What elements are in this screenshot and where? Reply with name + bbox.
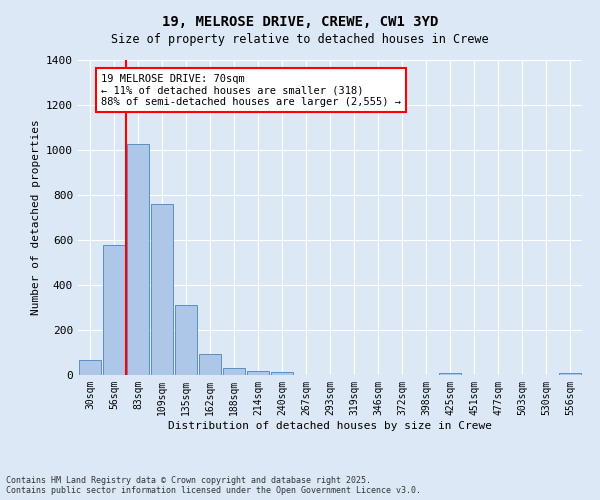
Bar <box>151 204 173 375</box>
Bar <box>223 368 245 375</box>
Text: 19 MELROSE DRIVE: 70sqm
← 11% of detached houses are smaller (318)
88% of semi-d: 19 MELROSE DRIVE: 70sqm ← 11% of detache… <box>101 74 401 106</box>
Bar <box>271 372 293 375</box>
Bar <box>175 305 197 375</box>
Bar <box>247 370 269 375</box>
Bar <box>559 373 581 375</box>
Bar <box>439 373 461 375</box>
Bar <box>127 144 149 375</box>
X-axis label: Distribution of detached houses by size in Crewe: Distribution of detached houses by size … <box>168 420 492 430</box>
Text: Contains HM Land Registry data © Crown copyright and database right 2025.
Contai: Contains HM Land Registry data © Crown c… <box>6 476 421 495</box>
Bar <box>103 244 125 375</box>
Y-axis label: Number of detached properties: Number of detached properties <box>31 120 41 316</box>
Text: 19, MELROSE DRIVE, CREWE, CW1 3YD: 19, MELROSE DRIVE, CREWE, CW1 3YD <box>162 15 438 29</box>
Bar <box>79 360 101 375</box>
Text: Size of property relative to detached houses in Crewe: Size of property relative to detached ho… <box>111 32 489 46</box>
Bar <box>199 354 221 375</box>
